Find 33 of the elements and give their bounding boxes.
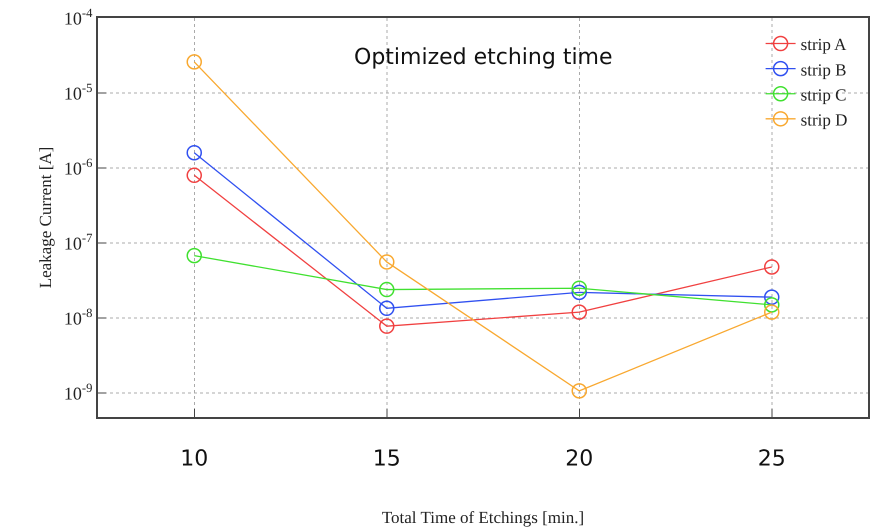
x-tick-label: 25 <box>758 446 786 472</box>
y-tick-label: 10$^{-9}$ <box>64 380 92 404</box>
legend-label: strip B <box>800 60 846 80</box>
y-tick-label: 10$^{-7}$ <box>64 230 92 254</box>
point <box>186 54 202 70</box>
point <box>186 168 202 184</box>
point <box>572 304 587 320</box>
x-axis-title: Total Time of Etchings [min.] <box>382 508 584 527</box>
legend-label: strip A <box>800 35 848 54</box>
y-tick-label: 10$^{-6}$ <box>64 156 92 178</box>
x-tick-label: 15 <box>372 446 401 472</box>
point <box>379 254 394 270</box>
point <box>186 248 202 264</box>
point <box>764 297 780 313</box>
point <box>379 318 394 334</box>
point <box>572 280 587 296</box>
x-tick-label: 10 <box>180 446 208 472</box>
point <box>764 289 780 305</box>
point <box>186 144 202 160</box>
point <box>764 304 780 320</box>
legend-label: strip D <box>800 110 848 130</box>
annotation: Optimized etching time <box>354 45 613 70</box>
point <box>764 259 780 275</box>
point <box>379 300 394 316</box>
y-tick-label: 10$^{-8}$ <box>64 306 92 328</box>
y-tick-label: 10$^{-5}$ <box>64 80 92 104</box>
point <box>572 383 587 399</box>
x-tick-label: 20 <box>565 446 594 472</box>
y-axis-title: Leakage Current [A] <box>36 146 55 288</box>
legend-label: strip C <box>800 85 846 104</box>
y-tick-label: 10$^{-4}$ <box>64 6 94 28</box>
point <box>379 282 394 298</box>
point <box>572 284 587 300</box>
